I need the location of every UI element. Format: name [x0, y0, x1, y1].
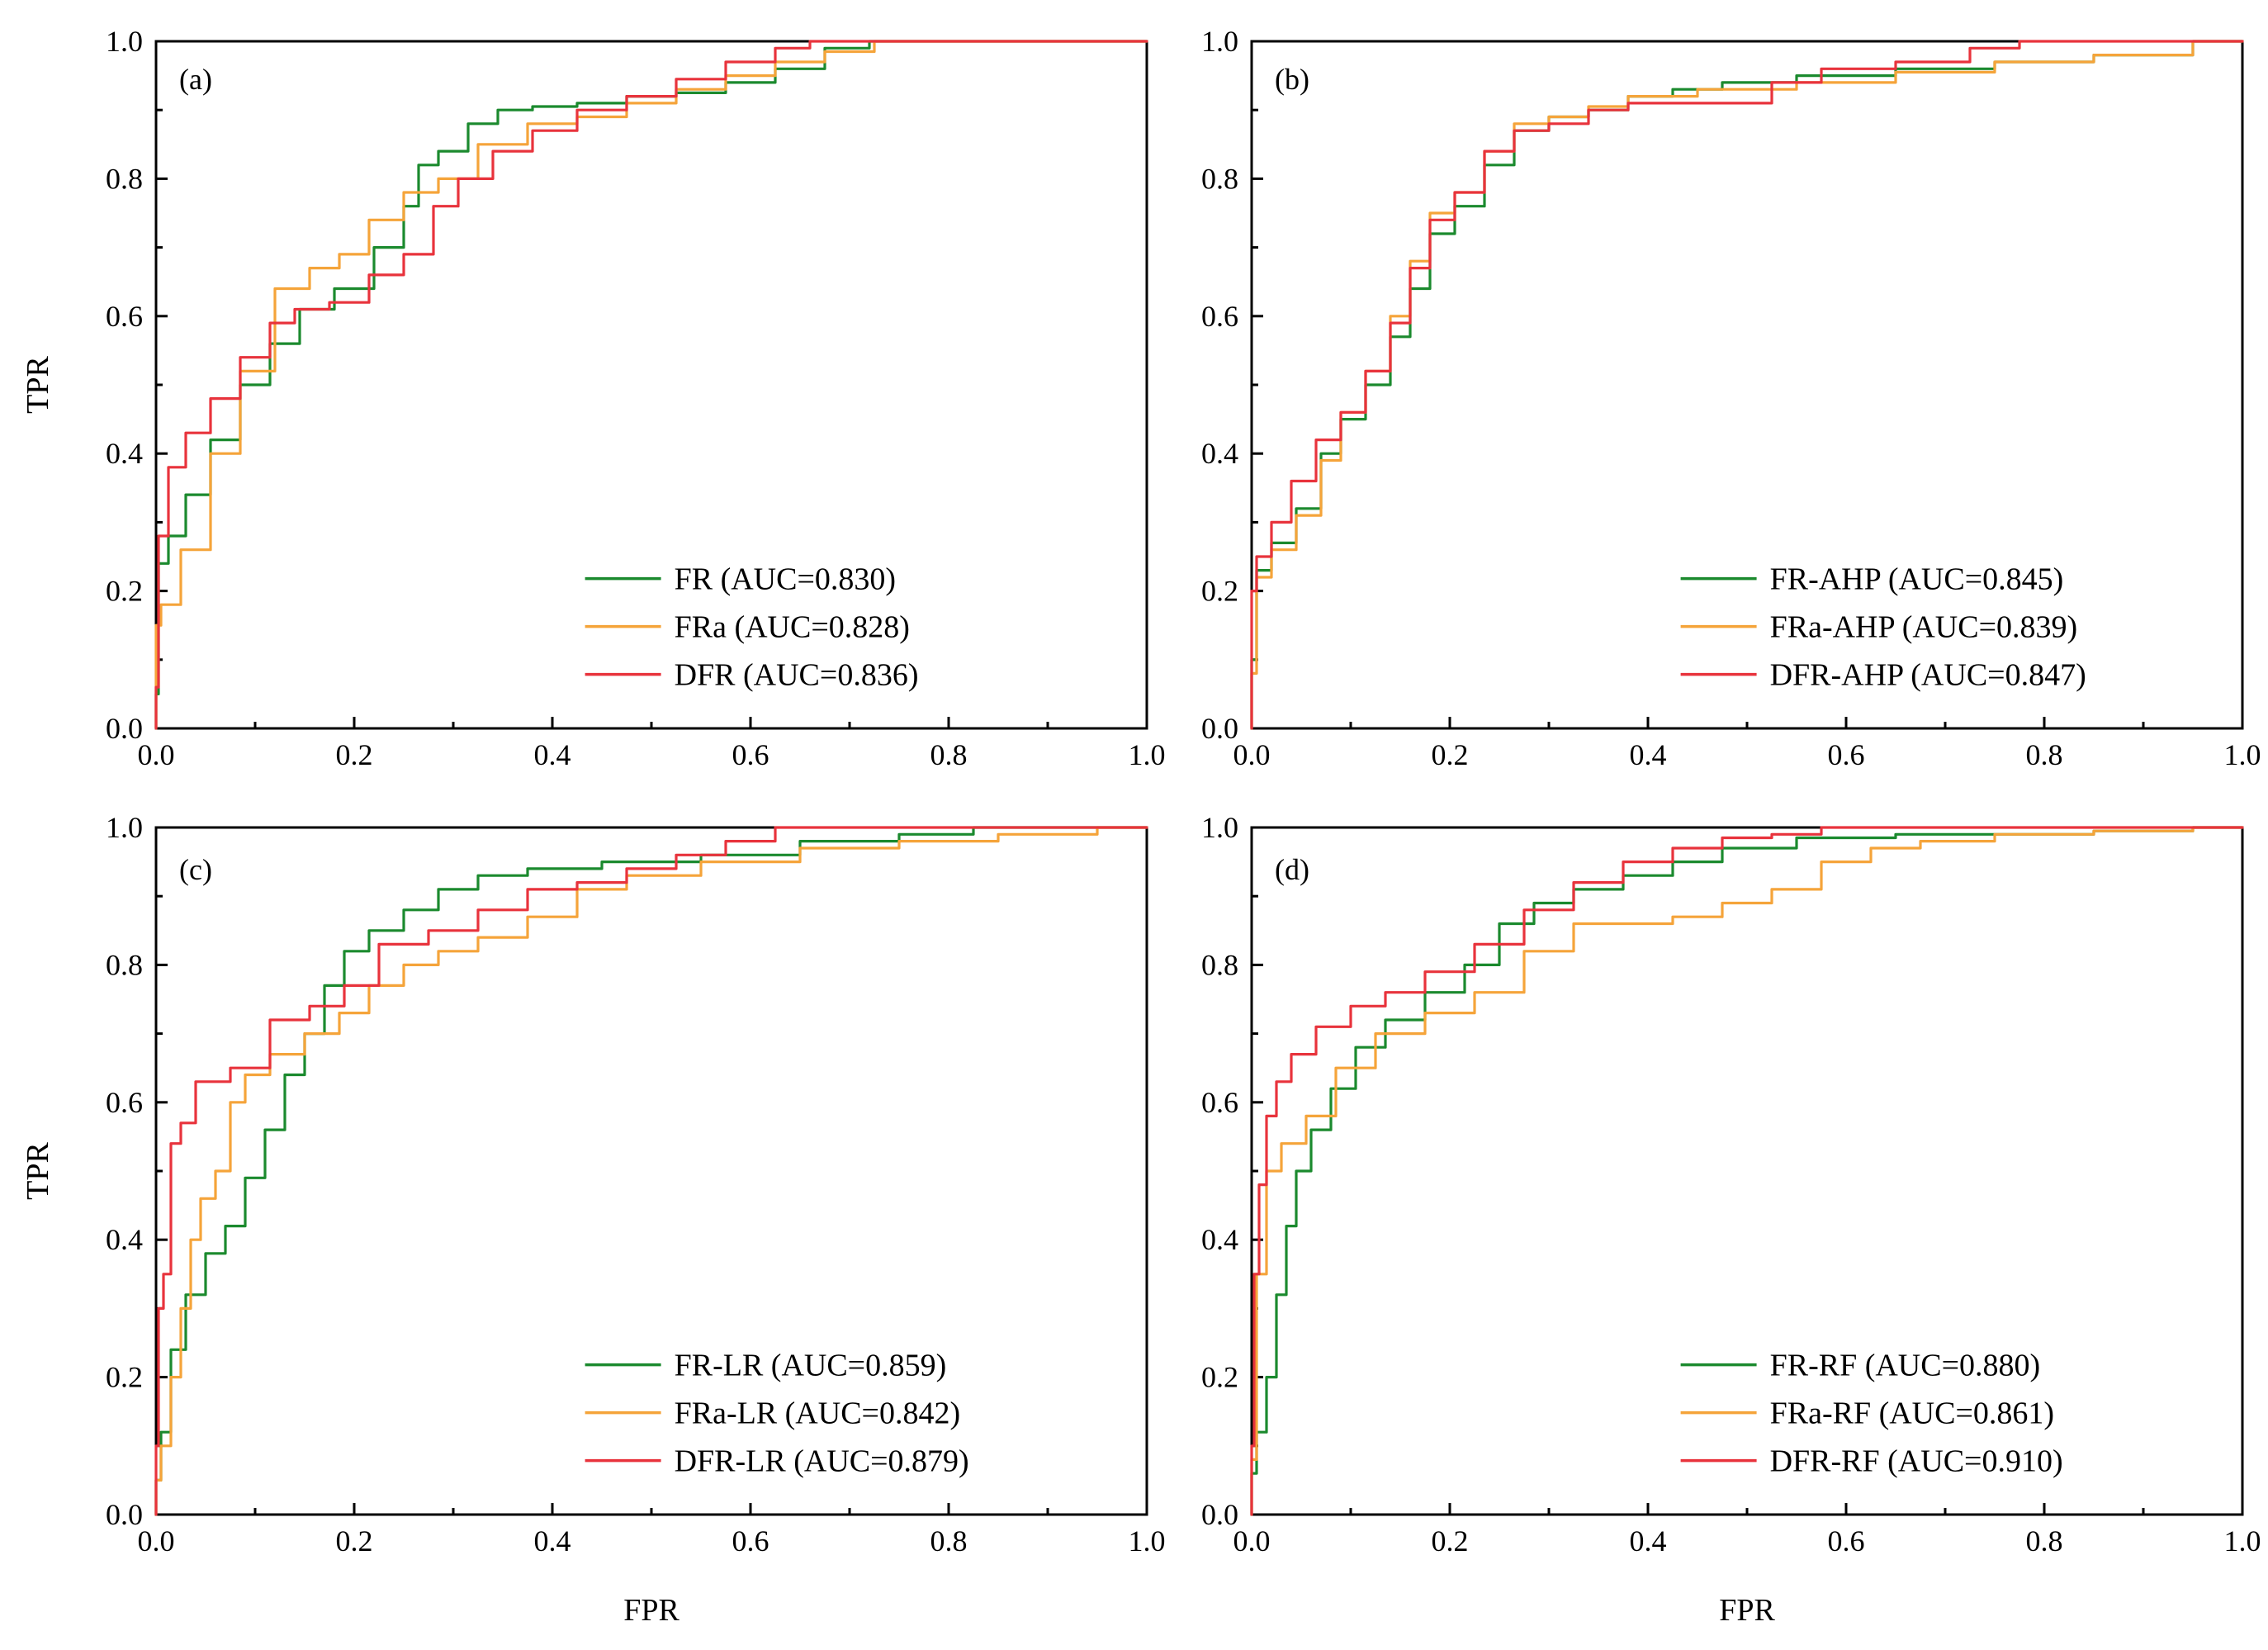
roc-curves	[1250, 40, 2244, 730]
panel-d: 0.0 0.2 0.4 0.6 0.8 1.0 0.0 0.2 0.4 0.6 0.8 1.0 (d)…	[1201, 811, 2261, 1558]
x-tick-label: 0.8	[2026, 738, 2063, 771]
x-tick-label: 0.6	[1828, 738, 1865, 771]
y-tick-label: 0.4	[106, 1223, 143, 1256]
legend-label: FRa (AUC=0.828)	[675, 610, 910, 645]
panel-c: 0.0 0.2 0.4 0.6 0.8 1.0 0.0 0.2 0.4 0.6 0.8 1.0 (c)…	[106, 811, 1166, 1558]
legend-label: FRa-LR (AUC=0.842)	[675, 1396, 961, 1431]
roc-curve-0	[154, 826, 1148, 1516]
roc-curve-1	[154, 40, 1148, 730]
x-tick-label: 1.0	[2224, 1524, 2261, 1558]
x-tick-label: 0.0	[1233, 1524, 1271, 1558]
panel-label: (a)	[179, 63, 212, 96]
roc-curves	[154, 40, 1148, 730]
y-tick-label: 1.0	[1201, 811, 1238, 844]
x-tick-label: 0.8	[2026, 1524, 2063, 1558]
x-tick-label: 0.0	[138, 738, 175, 771]
legend-label: FRa-AHP (AUC=0.839)	[1770, 610, 2078, 645]
x-tick-label: 0.8	[930, 738, 968, 771]
x-tick-label: 0.0	[138, 1524, 175, 1558]
y-tick-label: 0.0	[106, 1498, 143, 1531]
x-tick-label: 0.6	[732, 1524, 769, 1558]
y-tick-label: 0.4	[1201, 437, 1238, 470]
y-tick-label: 1.0	[1201, 25, 1238, 58]
roc-curves	[154, 826, 1148, 1516]
roc-curve-2	[1250, 40, 2244, 730]
legend: FR-AHP (AUC=0.845) FRa-AHP (AUC=0.839) DFR…	[1680, 562, 2086, 693]
legend-label: FR-RF (AUC=0.880)	[1770, 1349, 2041, 1383]
y-tick-label: 0.0	[1201, 1498, 1238, 1531]
x-tick-label: 0.2	[1432, 738, 1469, 771]
x-axis-title-left: FPR	[623, 1593, 679, 1628]
roc-curves	[1250, 826, 2244, 1516]
x-tick-label: 1.0	[1129, 1524, 1166, 1558]
x-tick-label: 0.4	[1630, 738, 1667, 771]
x-tick-label: 0.4	[534, 1524, 571, 1558]
x-tick-label: 1.0	[1129, 738, 1166, 771]
y-tick-label: 0.8	[1201, 162, 1238, 195]
y-axis-title-bottom: TPR	[21, 1142, 55, 1200]
panel-label: (c)	[179, 853, 212, 886]
legend: FR (AUC=0.830) FRa (AUC=0.828) DFR (AUC=0.…	[585, 562, 919, 693]
legend-label: FR-LR (AUC=0.859)	[675, 1349, 947, 1383]
roc-curve-2	[154, 826, 1148, 1516]
axis-ticks: 0.0 0.2 0.4 0.6 0.8 1.0 0.0 0.2 0.4 0.6 0.8 1.0	[1201, 25, 2261, 771]
legend-label: FRa-RF (AUC=0.861)	[1770, 1396, 2054, 1431]
x-tick-label: 0.0	[1233, 738, 1271, 771]
y-tick-label: 0.8	[1201, 948, 1238, 981]
x-tick-label: 0.2	[1432, 1524, 1469, 1558]
y-tick-label: 1.0	[106, 811, 143, 844]
y-tick-label: 0.6	[1201, 1086, 1238, 1119]
roc-curve-0	[1250, 826, 2244, 1516]
y-tick-label: 0.4	[106, 437, 143, 470]
y-tick-label: 0.4	[1201, 1223, 1238, 1256]
x-tick-label: 0.2	[336, 1524, 373, 1558]
y-tick-label: 0.6	[106, 300, 143, 333]
y-tick-label: 0.0	[106, 712, 143, 745]
x-tick-label: 0.4	[1630, 1524, 1667, 1558]
roc-curve-1	[1250, 826, 2244, 1516]
y-tick-label: 0.6	[106, 1086, 143, 1119]
x-tick-label: 1.0	[2224, 738, 2261, 771]
x-tick-label: 0.6	[732, 738, 769, 771]
roc-curve-2	[154, 40, 1148, 730]
y-axis-title-top: TPR	[21, 356, 55, 414]
y-tick-label: 0.8	[106, 948, 143, 981]
y-tick-label: 0.6	[1201, 300, 1238, 333]
y-tick-label: 0.0	[1201, 712, 1238, 745]
legend-label: DFR (AUC=0.836)	[675, 658, 919, 693]
roc-curve-2	[1250, 826, 2244, 1516]
axis-ticks: 0.0 0.2 0.4 0.6 0.8 1.0 0.0 0.2 0.4 0.6 0.8 1.0	[1201, 811, 2261, 1558]
legend-label: FR (AUC=0.830)	[675, 562, 896, 597]
legend-label: DFR-AHP (AUC=0.847)	[1770, 658, 2086, 693]
axis-ticks: 0.0 0.2 0.4 0.6 0.8 1.0 0.0 0.2 0.4 0.6 0.8 1.0	[106, 25, 1166, 771]
roc-curve-1	[154, 826, 1148, 1516]
y-tick-label: 0.8	[106, 162, 143, 195]
x-tick-label: 0.2	[336, 738, 373, 771]
y-tick-label: 0.2	[1201, 575, 1238, 608]
x-axis-title-right: FPR	[1719, 1593, 1775, 1628]
panel-label: (b)	[1275, 63, 1309, 96]
y-tick-label: 0.2	[106, 1361, 143, 1394]
panel-a: 0.0 0.2 0.4 0.6 0.8 1.0 0.0 0.2 0.4 0.6 0.8 1.0 (a)…	[106, 25, 1166, 771]
panel-b: 0.0 0.2 0.4 0.6 0.8 1.0 0.0 0.2 0.4 0.6 0.8 1.0 (b)…	[1201, 25, 2261, 771]
y-tick-label: 1.0	[106, 25, 143, 58]
x-tick-label: 0.4	[534, 738, 571, 771]
legend-label: DFR-LR (AUC=0.879)	[675, 1444, 969, 1479]
legend: FR-LR (AUC=0.859) FRa-LR (AUC=0.842) DFR-L…	[585, 1349, 969, 1479]
y-tick-label: 0.2	[106, 575, 143, 608]
y-tick-label: 0.2	[1201, 1361, 1238, 1394]
legend: FR-RF (AUC=0.880) FRa-RF (AUC=0.861) DFR-R…	[1680, 1349, 2063, 1479]
x-tick-label: 0.8	[930, 1524, 968, 1558]
legend-label: FR-AHP (AUC=0.845)	[1770, 562, 2064, 597]
axis-ticks: 0.0 0.2 0.4 0.6 0.8 1.0 0.0 0.2 0.4 0.6 0.8 1.0	[106, 811, 1166, 1558]
legend-label: DFR-RF (AUC=0.910)	[1770, 1444, 2063, 1479]
x-tick-label: 0.6	[1828, 1524, 1865, 1558]
panel-label: (d)	[1275, 853, 1309, 886]
